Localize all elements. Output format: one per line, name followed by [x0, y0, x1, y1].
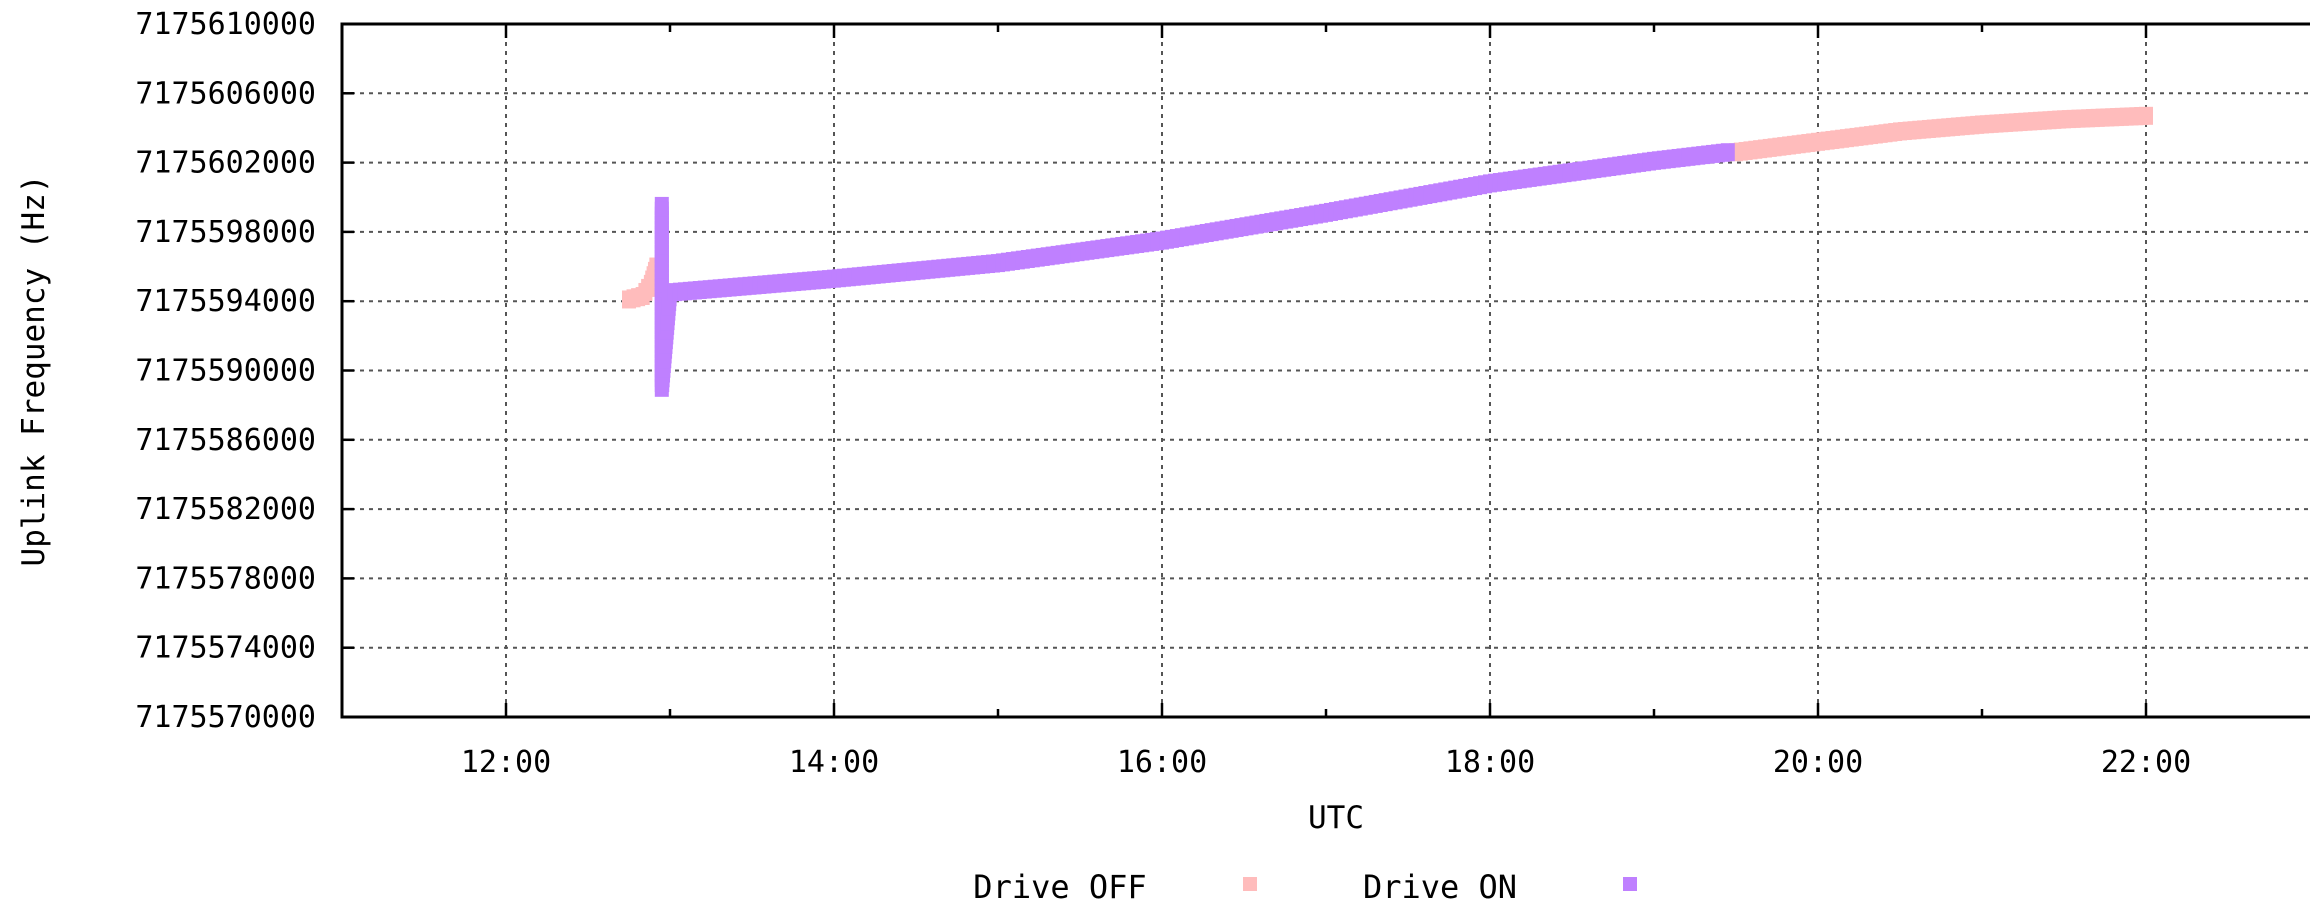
data-point	[2134, 107, 2149, 126]
x-axis-label: UTC	[1308, 800, 1364, 836]
legend-label-drive-off: Drive OFF	[973, 868, 1146, 906]
legend-label-drive-on: Drive ON	[1363, 868, 1517, 906]
x-tick-label: 20:00	[1773, 745, 1863, 780]
y-tick-label: 7175570000	[135, 700, 316, 735]
y-tick-label: 7175574000	[135, 631, 316, 666]
series-drive-off	[622, 106, 2153, 309]
y-tick-label: 7175594000	[135, 284, 316, 319]
x-tick-label: 14:00	[789, 745, 879, 780]
y-tick-label: 7175586000	[135, 423, 316, 458]
y-tick-label: 7175582000	[135, 492, 316, 527]
legend: Drive OFF Drive ON	[973, 868, 1637, 906]
y-axis-label: Uplink Frequency (Hz)	[16, 175, 52, 567]
x-tick-label: 16:00	[1117, 745, 1207, 780]
y-tick-label: 7175602000	[135, 146, 316, 181]
y-tick-label: 7175578000	[135, 561, 316, 596]
x-tick-label: 18:00	[1445, 745, 1535, 780]
legend-marker-drive-off	[1243, 877, 1257, 891]
y-tick-label: 7175610000	[135, 7, 316, 42]
y-tick-label: 7175598000	[135, 215, 316, 250]
x-tick-label: 12:00	[461, 745, 551, 780]
x-tick-label: 22:00	[2101, 745, 2191, 780]
series-drive-on	[654, 143, 1735, 397]
y-tick-label: 7175590000	[135, 354, 316, 389]
legend-marker-drive-on	[1623, 877, 1637, 891]
axis-ticks	[342, 22, 2148, 719]
data-point	[1715, 143, 1730, 162]
data-points	[622, 106, 2153, 397]
tick-labels: 7175570000 7175574000 7175578000 7175582000…	[135, 7, 2191, 780]
y-tick-label: 7175606000	[135, 76, 316, 111]
